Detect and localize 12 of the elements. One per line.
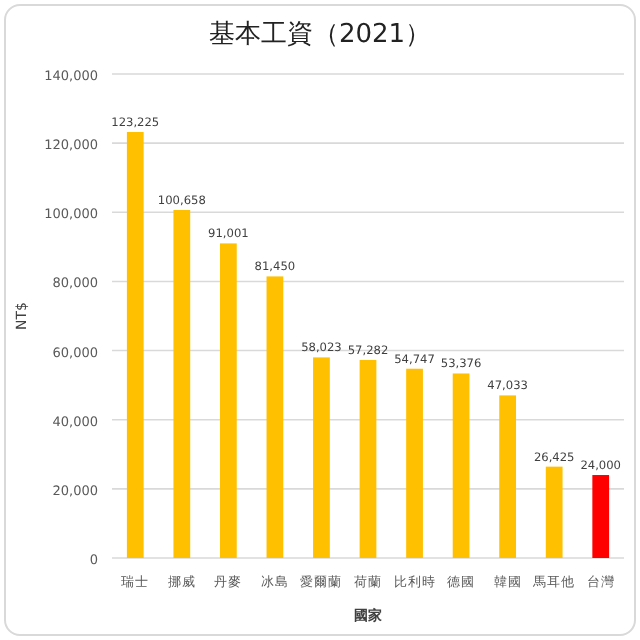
bar xyxy=(545,466,563,558)
bar xyxy=(126,131,144,558)
chart-title: 基本工資（2021） xyxy=(208,20,432,50)
bar xyxy=(452,373,470,558)
bar xyxy=(499,395,517,558)
bar xyxy=(313,357,330,558)
bar xyxy=(592,475,610,558)
bar xyxy=(359,359,377,558)
bar xyxy=(219,243,237,558)
bar xyxy=(173,210,191,558)
bar xyxy=(266,276,284,558)
bar xyxy=(406,368,423,558)
